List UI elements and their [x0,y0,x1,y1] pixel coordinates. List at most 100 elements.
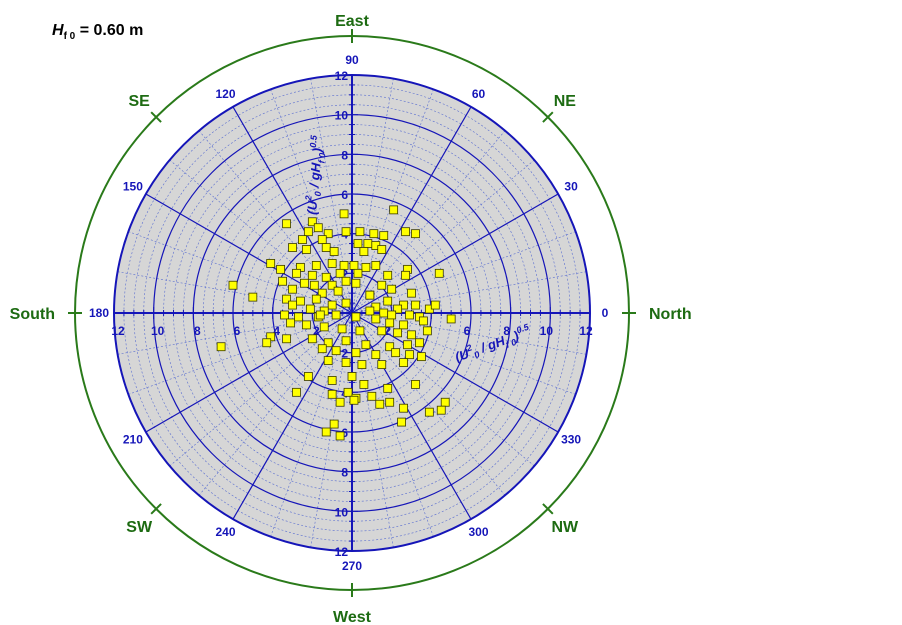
data-point [349,260,359,270]
data-point [424,407,434,417]
data-point [317,288,327,298]
data-point [288,284,297,294]
major-grid-spoke [351,312,472,520]
data-point [323,229,333,239]
angle-tick-label: 210 [123,433,143,447]
data-point [399,358,408,367]
axis-label-part: 2 [303,195,313,202]
compass-tick [150,111,162,123]
data-point [353,268,363,278]
data-point [276,264,286,274]
data-point [377,245,387,254]
data-point [375,399,385,409]
data-point [327,389,337,399]
data-point [317,235,327,245]
angle-tick-label: 300 [468,525,488,539]
data-point [379,308,389,318]
radial-tick-label: 2 [313,324,320,338]
angle-tick-label: 0 [602,306,609,320]
data-point [315,310,325,320]
data-point [347,372,357,381]
data-point [349,395,359,405]
data-point [363,239,373,248]
data-point [415,338,424,348]
hf0-subscript: f 0 [63,31,76,43]
data-point [411,300,420,310]
compass-tick [542,111,554,123]
data-point [371,350,381,360]
data-point [369,229,379,239]
data-point [341,358,351,367]
axis-label-part: 2 [464,342,473,353]
data-point [288,300,297,310]
data-point [280,310,289,320]
angle-tick-label: 330 [561,433,581,447]
axis-label-part: ) [309,147,324,155]
data-point [341,298,351,308]
angle-tick-label: 90 [345,53,359,67]
data-point [359,247,369,256]
data-point [422,326,432,336]
axis-label-part: 0 [473,349,481,360]
data-point [401,227,410,237]
data-point [405,350,414,360]
angle-tick-label: 120 [215,87,235,101]
data-point [266,259,276,268]
data-point [339,209,349,219]
data-point [379,231,389,241]
major-grid-spoke [351,312,559,433]
data-point [331,346,341,356]
data-point [405,310,414,320]
data-point [216,342,226,352]
data-point [403,340,412,350]
data-point [335,268,345,278]
data-point [329,247,339,256]
data-point [262,338,272,348]
compass-label: North [649,306,692,323]
data-point [301,245,311,254]
data-point [361,340,371,350]
data-point [430,300,440,310]
axis-label-part: 0.5 [515,321,531,335]
data-point [331,310,341,320]
data-point [292,268,301,278]
data-point [407,288,416,298]
data-point [333,286,343,296]
radial-axis-label-horizontal: (U20 / gHf 0)0.5 [452,321,534,367]
data-point [377,280,387,290]
data-point [371,260,381,270]
radial-tick-label: 2 [341,267,348,281]
radial-tick-label: 12 [335,545,349,559]
data-point [389,205,399,215]
radial-tick-label: 10 [335,109,349,123]
data-point [387,310,397,320]
data-point [385,397,395,407]
data-point [294,312,303,322]
data-point [351,348,361,358]
angle-tick-label: 180 [89,306,109,320]
axis-label-part: f 0 [504,337,517,350]
hf0-label: Hf 0 = 0.60 m [52,22,143,42]
radial-tick-label: 12 [579,324,593,338]
data-point [407,330,416,340]
data-point [385,342,395,352]
data-point [321,243,331,252]
data-point [309,280,319,290]
radial-tick-label: 8 [503,324,510,338]
radial-tick-label: 12 [335,69,349,83]
data-point [327,376,337,385]
data-point [278,276,287,286]
data-point [319,322,329,332]
data-point [367,391,377,401]
data-point [383,383,393,393]
data-point [321,427,331,437]
radial-tick-label: 6 [234,324,241,338]
axis-label-part: f 0 [317,152,328,163]
data-point [371,314,381,324]
radial-tick-label: 2 [341,347,348,361]
major-grid-spoke [232,106,353,314]
data-point [434,268,444,278]
radial-tick-label: 6 [341,188,348,202]
hf0-symbol: H [52,22,64,39]
angle-tick-label: 150 [123,180,143,194]
